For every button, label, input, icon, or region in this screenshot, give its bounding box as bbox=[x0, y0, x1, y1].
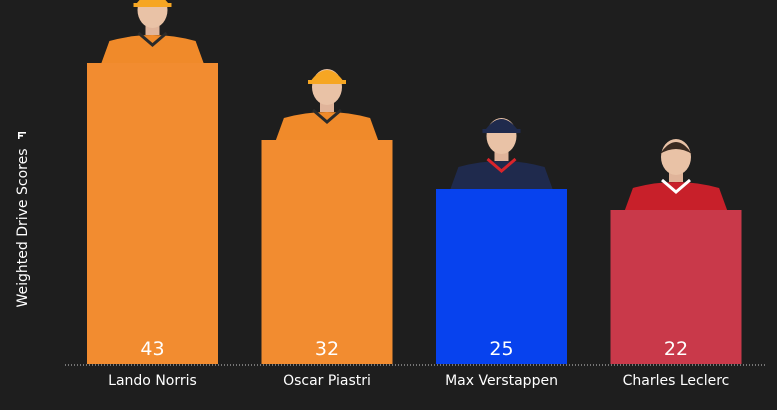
bar-value-label: 43 bbox=[140, 338, 164, 360]
x-tick-labels-layer: Lando Norris Oscar Piastri Max Verstappen C… bbox=[108, 373, 729, 389]
x-tick-label: Charles Leclerc bbox=[623, 373, 730, 389]
portraits-layer bbox=[101, 0, 728, 210]
x-tick-label: Max Verstappen bbox=[445, 373, 558, 389]
bar[interactable] bbox=[436, 189, 567, 364]
driver-photo-navy-suit bbox=[450, 118, 553, 189]
driver-photo-red-suit bbox=[624, 139, 728, 210]
bar-value-label: 25 bbox=[489, 338, 513, 360]
y-axis-label: Weighted Drive Scores bbox=[15, 148, 31, 307]
driver-photo-papaya-suit bbox=[275, 69, 379, 140]
bar[interactable] bbox=[261, 140, 393, 364]
bar-value-label: 32 bbox=[315, 338, 339, 360]
driver-photo-papaya-suit bbox=[101, 0, 204, 63]
bars-layer bbox=[87, 63, 742, 364]
x-tick-label: Oscar Piastri bbox=[283, 373, 371, 389]
bar[interactable] bbox=[610, 210, 742, 364]
y-axis-filter-icon[interactable] bbox=[18, 132, 26, 139]
bar[interactable] bbox=[87, 63, 218, 364]
value-labels-layer: 43 32 25 22 bbox=[140, 338, 688, 360]
bar-value-label: 22 bbox=[664, 338, 688, 360]
x-tick-label: Lando Norris bbox=[108, 373, 197, 389]
